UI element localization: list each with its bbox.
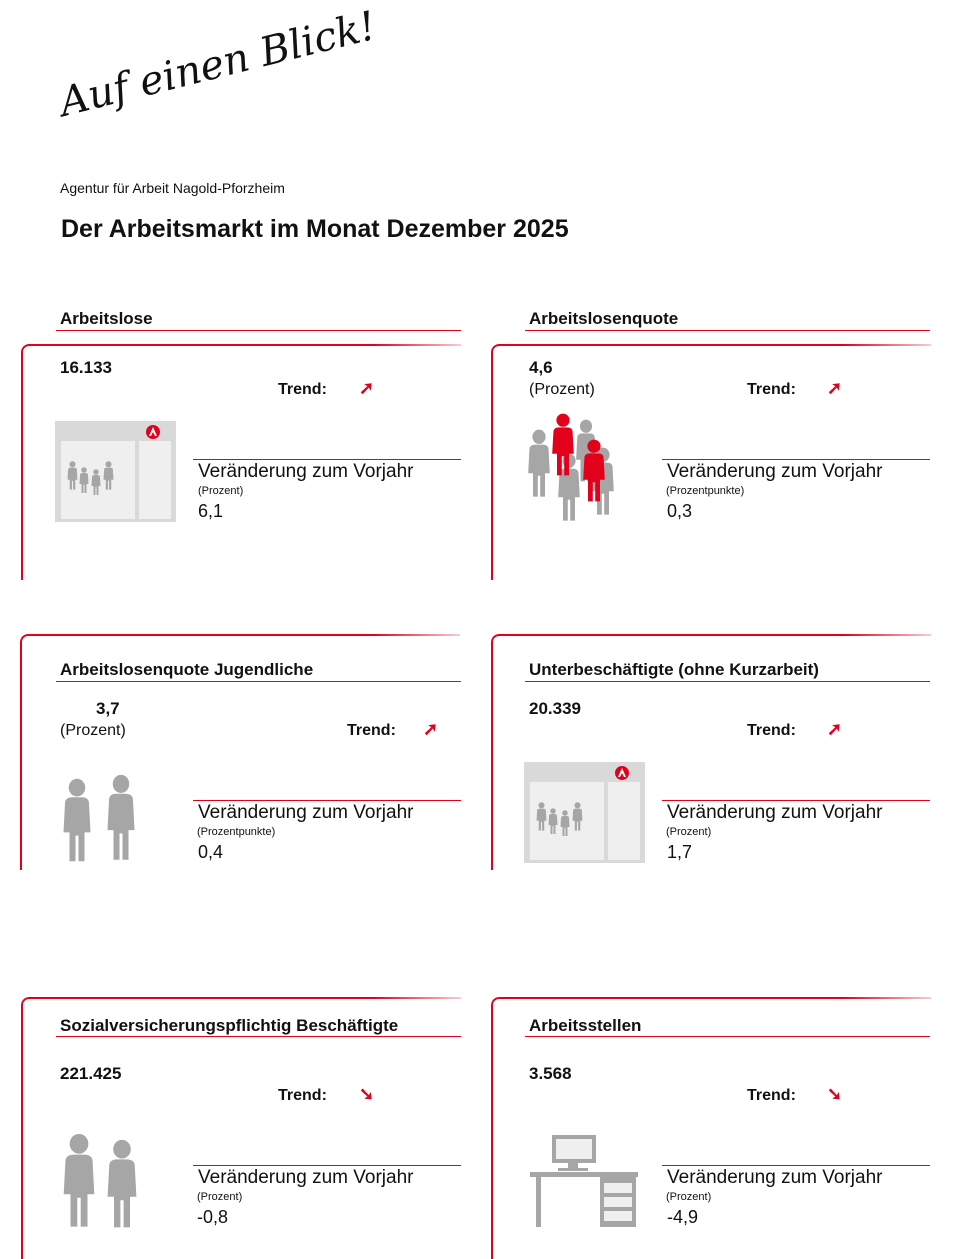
slogan: Auf einen Blick!	[54, 2, 381, 126]
change-label: Veränderung zum Vorjahr	[667, 802, 883, 823]
change-value: -0,8	[197, 1207, 229, 1227]
workers-icon	[63, 1133, 137, 1228]
divider	[662, 459, 930, 460]
change-value: 0,3	[667, 501, 693, 521]
trend-label: Trend:	[278, 1087, 327, 1104]
agency-name: Agentur für Arbeit Nagold-Pforzheim	[60, 180, 285, 196]
card-title: Arbeitsstellen	[529, 1016, 642, 1035]
divider	[56, 330, 461, 331]
card-frame	[491, 344, 931, 580]
card-frame	[21, 997, 461, 1259]
divider	[56, 681, 461, 682]
trend-label: Trend:	[278, 381, 327, 398]
card-value: 3,7	[96, 699, 120, 718]
trend-up-icon: ➚	[827, 719, 843, 739]
change-value: 0,4	[198, 842, 224, 862]
change-label: Veränderung zum Vorjahr	[198, 1167, 414, 1188]
card-value: 221.425	[60, 1064, 122, 1083]
desk-icon	[530, 1135, 638, 1227]
trend-down-icon: ➘	[359, 1084, 375, 1104]
trend-up-icon: ➚	[827, 378, 843, 398]
people-group-icon	[528, 413, 614, 521]
change-label: Veränderung zum Vorjahr	[667, 1167, 883, 1188]
divider	[56, 1036, 461, 1037]
trend-label: Trend:	[747, 1087, 796, 1104]
card-title: Unterbeschäftigte (ohne Kurzarbeit)	[529, 660, 819, 679]
youth-icon	[63, 774, 135, 862]
divider	[662, 800, 930, 801]
page-title: Der Arbeitsmarkt im Monat Dezember 2025	[61, 215, 569, 243]
divider	[525, 681, 930, 682]
agency-office-icon	[55, 421, 176, 522]
card-title: Arbeitslose	[60, 309, 153, 328]
divider	[193, 800, 461, 801]
card-value: 16.133	[60, 358, 112, 377]
card-frame	[491, 634, 931, 870]
change-label: Veränderung zum Vorjahr	[198, 461, 414, 482]
card-unit: (Prozent)	[529, 381, 595, 398]
change-unit: (Prozentpunkte)	[666, 485, 745, 497]
trend-label: Trend:	[747, 381, 796, 398]
divider	[193, 1165, 461, 1166]
change-unit: (Prozent)	[197, 1191, 243, 1203]
change-unit: (Prozentpunkte)	[197, 826, 276, 838]
divider	[525, 1036, 930, 1037]
trend-up-icon: ➚	[423, 719, 439, 739]
card-value: 4,6	[529, 358, 553, 377]
divider	[525, 330, 930, 331]
change-value: -4,9	[667, 1207, 699, 1227]
card-title: Sozialversicherungspflichtig Beschäftigt…	[60, 1016, 399, 1035]
card-frame	[21, 344, 461, 580]
divider	[662, 1165, 930, 1166]
change-value: 1,7	[667, 842, 693, 862]
card-title: Arbeitslosenquote	[529, 309, 679, 328]
card-value: 20.339	[529, 699, 581, 718]
card-title: Arbeitslosenquote Jugendliche	[60, 660, 314, 679]
divider	[193, 459, 461, 460]
card-frame	[20, 634, 460, 870]
agency-office-icon	[524, 762, 645, 863]
card-unit: (Prozent)	[60, 722, 126, 739]
trend-down-icon: ➘	[827, 1084, 843, 1104]
card-value: 3.568	[529, 1064, 572, 1083]
change-unit: (Prozent)	[666, 1191, 712, 1203]
change-unit: (Prozent)	[198, 485, 244, 497]
card-frame	[491, 997, 931, 1259]
change-unit: (Prozent)	[666, 826, 712, 838]
change-label: Veränderung zum Vorjahr	[198, 802, 414, 823]
trend-label: Trend:	[347, 722, 396, 739]
trend-up-icon: ➚	[359, 378, 375, 398]
trend-label: Trend:	[747, 722, 796, 739]
change-value: 6,1	[198, 501, 224, 521]
change-label: Veränderung zum Vorjahr	[667, 461, 883, 482]
